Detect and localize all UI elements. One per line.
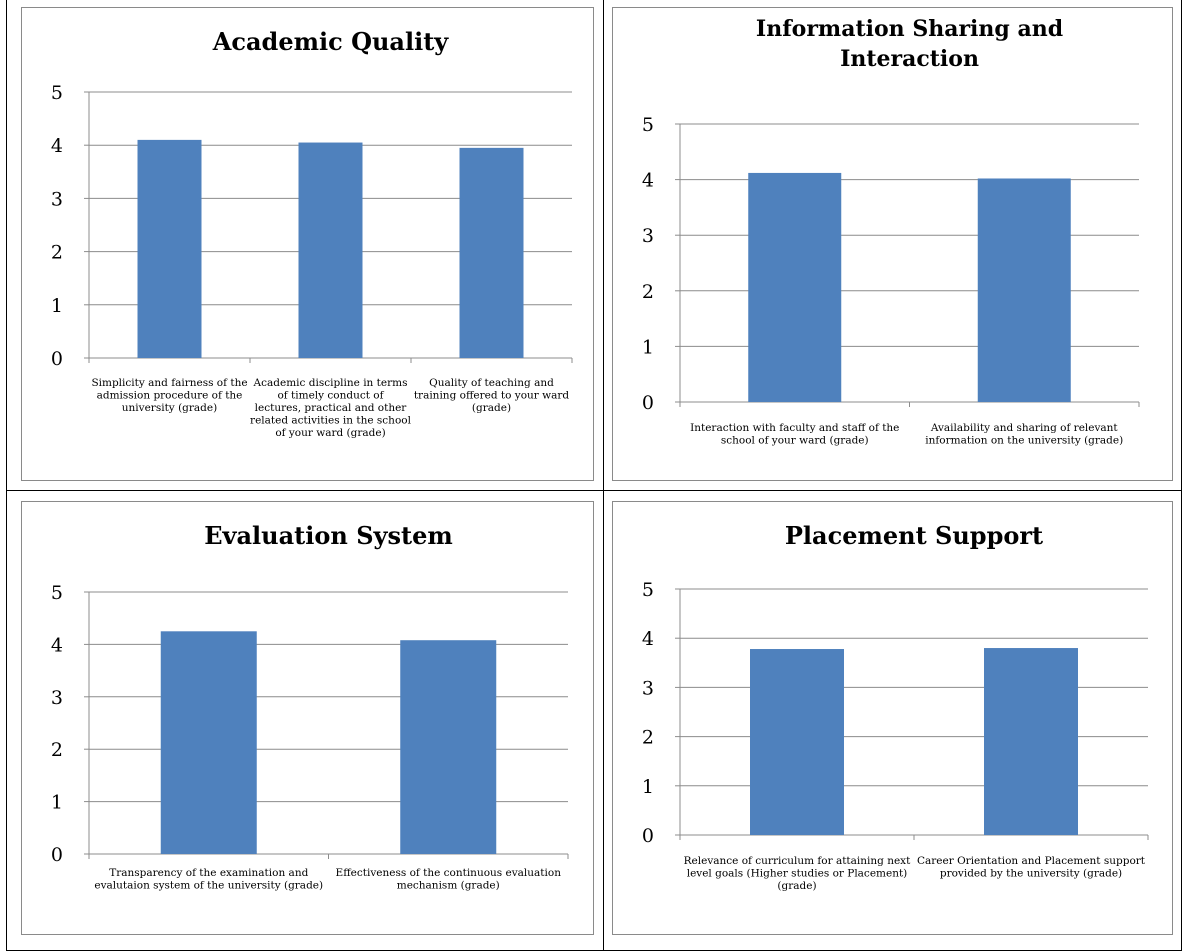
bar bbox=[400, 640, 497, 854]
y-tick-label: 2 bbox=[642, 727, 654, 749]
y-tick-label: 1 bbox=[642, 336, 654, 358]
y-tick-label: 4 bbox=[51, 135, 63, 157]
bar bbox=[160, 631, 257, 854]
bar bbox=[984, 648, 1078, 835]
x-category-label: Relevance of curriculum for attaining ne… bbox=[684, 855, 911, 892]
x-category-label: Availability and sharing of relevant info… bbox=[925, 422, 1123, 447]
y-tick-label: 5 bbox=[51, 582, 63, 604]
y-tick-label: 1 bbox=[51, 792, 63, 814]
y-tick-label: 4 bbox=[642, 628, 654, 650]
y-tick-label: 3 bbox=[642, 225, 654, 247]
y-tick-label: 1 bbox=[51, 295, 63, 317]
x-category-label: Interaction with faculty and staff of th… bbox=[690, 422, 899, 447]
y-tick-label: 4 bbox=[51, 634, 63, 656]
chart-title: Evaluation System bbox=[204, 521, 452, 550]
y-tick-label: 5 bbox=[642, 579, 654, 601]
chart-title: Placement Support bbox=[785, 521, 1043, 550]
table-divider-vertical bbox=[603, 0, 604, 951]
x-category-label: Transparency of the examination and evalu… bbox=[94, 867, 323, 892]
bar bbox=[748, 172, 842, 402]
y-tick-label: 3 bbox=[51, 188, 63, 210]
y-tick-label: 0 bbox=[642, 825, 654, 847]
y-tick-label: 0 bbox=[51, 844, 63, 866]
bar bbox=[459, 147, 524, 358]
y-tick-label: 0 bbox=[51, 348, 63, 370]
x-category-label: Career Orientation and Placement support… bbox=[917, 855, 1146, 880]
x-category-label: Academic discipline in terms of timely co… bbox=[250, 377, 412, 439]
y-tick-label: 3 bbox=[51, 687, 63, 709]
chart-panel-academic-quality: Academic Quality 0 1 2 3 4 5 Simplicity and fai… bbox=[21, 7, 594, 481]
y-tick-label: 4 bbox=[642, 170, 654, 192]
bar bbox=[137, 139, 202, 358]
y-tick-label: 1 bbox=[642, 776, 654, 798]
evaluation-system-chart: Evaluation System 0 1 2 3 4 5 Transparency of t… bbox=[51, 521, 569, 892]
chart-panel-information-sharing: Information Sharing and Interaction 0 1 2 3 4 5… bbox=[612, 7, 1173, 481]
information-sharing-chart: Information Sharing and Interaction 0 1 2 3 4 5… bbox=[642, 16, 1140, 447]
y-tick-label: 0 bbox=[642, 392, 654, 414]
chart-title: Academic Quality bbox=[212, 27, 450, 56]
academic-quality-chart: Academic Quality 0 1 2 3 4 5 Simplicity and fai… bbox=[51, 27, 573, 439]
y-tick-label: 2 bbox=[51, 739, 63, 761]
table-border-left bbox=[6, 0, 7, 951]
x-category-label: Simplicity and fairness of the admission … bbox=[91, 377, 247, 414]
bar bbox=[977, 178, 1071, 402]
x-category-label: Effectiveness of the continuous evaluati… bbox=[336, 867, 562, 892]
y-tick-label: 2 bbox=[642, 281, 654, 303]
chart-title: Interaction bbox=[840, 46, 979, 72]
bar bbox=[298, 142, 363, 358]
chart-panel-evaluation-system: Evaluation System 0 1 2 3 4 5 Transparency of t… bbox=[21, 501, 594, 935]
x-category-label: Quality of teaching and training offered … bbox=[414, 377, 570, 414]
chart-panel-placement-support: Placement Support 0 1 2 3 4 5 Relevance of curr… bbox=[612, 501, 1173, 935]
y-tick-label: 5 bbox=[642, 114, 654, 136]
y-tick-label: 2 bbox=[51, 242, 63, 264]
bar bbox=[750, 649, 844, 835]
y-tick-label: 5 bbox=[51, 82, 63, 104]
placement-support-chart: Placement Support 0 1 2 3 4 5 Relevance of curr… bbox=[642, 521, 1149, 892]
chart-title: Information Sharing and bbox=[756, 16, 1063, 42]
y-tick-label: 3 bbox=[642, 677, 654, 699]
table-divider-horizontal bbox=[6, 490, 1182, 491]
